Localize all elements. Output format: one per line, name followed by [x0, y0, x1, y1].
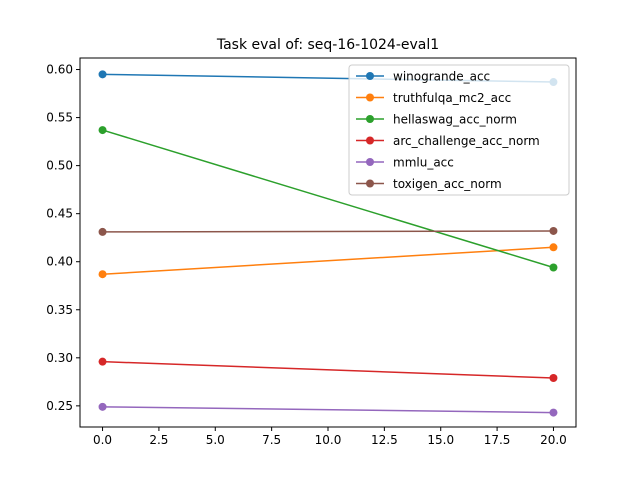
series-line-mmlu_acc — [102, 406, 554, 414]
x-axis: 0.0 2.5 5.0 7.5 10.0 12.5 15.0 17.5 20.0 — [93, 427, 567, 447]
y-tick-label: 0.60 — [46, 63, 73, 77]
x-tick-label: 15.0 — [427, 433, 454, 447]
legend-label-winogrande_acc: winogrande_acc — [393, 70, 490, 84]
series-line-toxigen_acc_norm — [102, 230, 554, 233]
legend-swatch-marker — [366, 158, 374, 166]
legend: winogrande_acc truthfulqa_mc2_acc hellaswa… — [348, 64, 570, 196]
chart-title: Task eval of: seq-16-1024-eval1 — [216, 37, 439, 53]
legend-box — [348, 64, 570, 196]
y-tick-label: 0.35 — [46, 303, 73, 317]
data-point-hellaswag_acc_norm-1 — [549, 263, 558, 272]
data-point-winogrande_acc-0 — [98, 70, 107, 79]
legend-swatch-marker — [366, 136, 374, 145]
legend-label-hellaswag_acc_norm: hellaswag_acc_norm — [393, 113, 517, 127]
series-layer — [98, 70, 558, 417]
data-point-mmlu_acc-0 — [98, 402, 107, 411]
x-tick-label: 12.5 — [371, 433, 398, 447]
legend-label-toxigen_acc_norm: toxigen_acc_norm — [393, 177, 502, 191]
x-tick-label: 5.0 — [206, 433, 225, 447]
y-axis: 0.25 0.30 0.35 0.40 0.45 0.50 0.55 0.60 — [46, 63, 80, 413]
x-tick-label: 20.0 — [540, 433, 567, 447]
legend-swatch-marker — [366, 72, 374, 80]
legend-label-truthfulqa_mc2_acc: truthfulqa_mc2_acc — [393, 91, 511, 105]
y-tick-label: 0.45 — [46, 207, 73, 221]
data-point-toxigen_acc_norm-0 — [98, 227, 107, 236]
x-tick-label: 2.5 — [149, 433, 168, 447]
data-point-arc_challenge_acc_norm-1 — [549, 373, 558, 382]
x-tick-label: 0.0 — [93, 433, 112, 447]
y-tick-label: 0.25 — [46, 399, 73, 413]
legend-label-arc_challenge_acc_norm: arc_challenge_acc_norm — [393, 134, 540, 148]
data-point-arc_challenge_acc_norm-0 — [98, 357, 107, 366]
data-point-toxigen_acc_norm-1 — [549, 226, 558, 235]
data-point-mmlu_acc-1 — [549, 408, 558, 417]
data-point-hellaswag_acc_norm-0 — [98, 126, 107, 135]
data-point-truthfulqa_mc2_acc-1 — [549, 243, 558, 252]
legend-swatch-marker — [366, 115, 374, 123]
data-point-truthfulqa_mc2_acc-0 — [98, 270, 107, 279]
y-tick-label: 0.50 — [46, 159, 73, 173]
series-line-hellaswag_acc_norm — [102, 129, 554, 269]
series-line-truthfulqa_mc2_acc — [102, 246, 554, 275]
x-tick-label: 17.5 — [484, 433, 511, 447]
y-tick-label: 0.55 — [46, 111, 73, 125]
legend-swatch-marker — [366, 93, 374, 102]
legend-label-mmlu_acc: mmlu_acc — [393, 156, 454, 170]
series-line-arc_challenge_acc_norm — [102, 360, 554, 379]
x-tick-label: 7.5 — [262, 433, 281, 447]
x-tick-label: 10.0 — [315, 433, 342, 447]
y-tick-label: 0.40 — [46, 255, 73, 269]
y-tick-label: 0.30 — [46, 351, 73, 365]
legend-swatch-marker — [366, 179, 374, 188]
